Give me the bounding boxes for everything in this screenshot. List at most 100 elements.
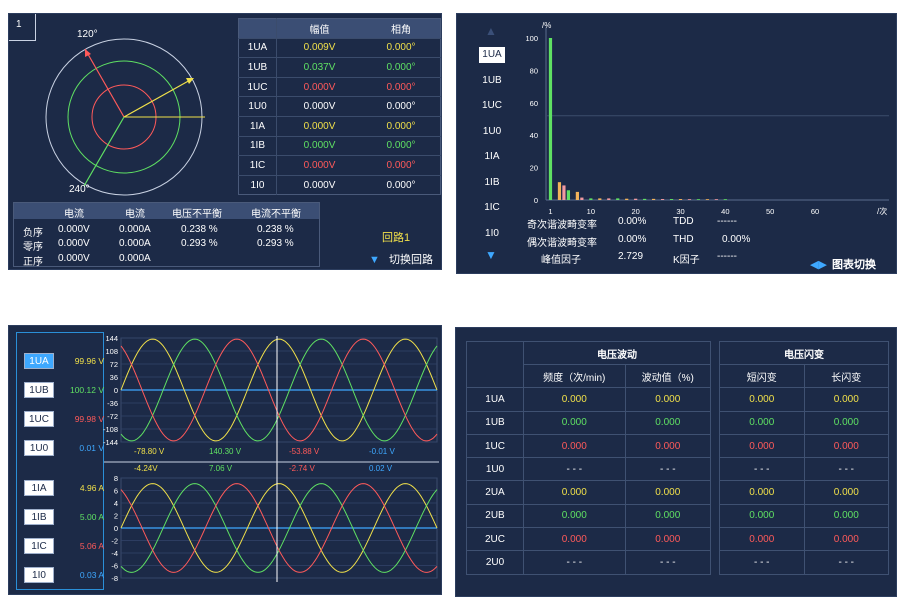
wave-channel-1ub[interactable]: 1UB [24,382,54,398]
channel-1uc[interactable]: 1UC [481,100,502,111]
flicker-table: 电压闪变 短闪变 长闪变 0.000 0.000 0.000 0.000 0.000 0.0… [719,341,889,575]
wave-channel-1u0[interactable]: 1U0 [24,440,54,456]
cell-value: 0.000 [624,410,712,435]
harmonic-bar [669,199,674,200]
cursor-value: 7.06 V [209,464,233,473]
triangle-down-icon[interactable]: ▼ [485,248,497,262]
phasor-panel: 1 120° 240° 幅值 相角 1UA 0.009V 0.000° 1UB 0.0… [8,13,442,270]
cell-value: - - - [624,457,712,482]
table-row: 0.000 0.000 [719,433,889,459]
cursor-value: -78.80 V [134,447,165,456]
triangle-left-icon: ◀ [810,259,819,271]
wave-channel-1ic[interactable]: 1IC [24,538,54,554]
table-row: 1U0 0.000V 0.000° [238,96,441,117]
y-tick-label: 72 [110,360,118,369]
channel-1u0[interactable]: 1U0 [482,126,502,137]
cell-value: 0.000 [719,503,805,529]
wave-channel-1uc[interactable]: 1UC [24,411,54,427]
table-row: 2UA 0.000 0.000 [466,480,712,505]
channel-1ub[interactable]: 1UB [482,75,502,86]
table-row: 2UB 0.000 0.000 [466,503,712,529]
table-row: 2U0- - -- - - [466,550,712,575]
table-row: 1UA 0.009V 0.000° [238,37,441,58]
switch-loop-button[interactable]: ▼ 切换回路 [369,251,433,267]
table-row: 0.000 0.000 [719,387,889,412]
wave-value: 99.96 V [74,356,104,366]
harmonic-bar-chart: /% /次 0 20 40 60 80 100 1 10 20 30 40 50 60 [525,21,889,216]
col-amplitude: 幅值 [276,18,363,39]
harmonic-bar [714,199,718,200]
thd-value: 0.00% [722,234,751,245]
table-row: 1IA 0.000V 0.000° [238,115,441,137]
y-tick-label: 4 [114,499,118,508]
harmonic-bar [696,199,701,200]
phasor-yellow [123,78,193,118]
y-tick-label: 36 [110,373,118,382]
row-name: 1UA [466,387,524,412]
cell-value: 0.000 [523,410,626,435]
cell-value: - - - [523,550,626,575]
harmonic-bar [548,38,553,200]
x-tick-label: 30 [676,207,684,216]
y-tick-label: -72 [107,412,118,421]
col-frequency: 频度（次/min) [523,363,626,389]
cell-value: 0.000 [719,410,805,435]
cell-value: 0.000 [803,387,889,412]
harmonic-bar [634,198,638,200]
y-tick-label: -144 [103,438,118,447]
table-row: 1U0- - -- - - [466,457,712,482]
cell-value: - - - [624,550,712,575]
y-tick-label: 0 [114,524,118,533]
x-tick-label: 50 [766,207,774,216]
unbalance-table [13,202,320,267]
y-tick-label: 60 [530,99,538,108]
channel-legend: 1UA 99.96 V 1UB 100.12 V 1UC 99.98 V 1U0… [16,332,104,590]
harmonic-bar [625,198,629,200]
ub-col-4: 电流不平衡 [251,209,301,220]
table-row: 1IB 0.000V 0.000° [238,135,441,156]
channel-1ic[interactable]: 1IC [484,202,500,213]
y-tick-label: -6 [111,562,118,571]
channel-1ua[interactable]: 1UA [479,47,505,63]
channel-1ia[interactable]: 1IA [484,151,500,162]
channel-1i0[interactable]: 1I0 [485,228,499,239]
fluctuation-table: 电压波动 频度（次/min) 波动值（%) 1UA 0.000 0.000 1UB 0.0… [466,340,712,575]
harmonic-panel: ▲ 1UA 1UB 1UC 1U0 1IA 1IB 1IC 1I0 ▼ /% /次… [456,13,897,274]
wave-value: 5.00 A [79,512,104,522]
chart-switch-button[interactable]: ◀▶ 图表切换 [810,256,876,272]
table-row: 0.000 0.000 [719,503,889,529]
y-tick-label: 144 [105,334,118,343]
cell-value: 0.000 [624,387,712,412]
cell-value: 0.000 [523,387,626,412]
y-tick-label: 0 [114,386,118,395]
ub-value: 0.293 % [257,238,294,249]
harmonic-bar [575,191,579,200]
wave-channel-1i0[interactable]: 1I0 [24,567,54,583]
table-row: 1UC 0.000 0.000 [466,433,712,459]
y-tick-label: -4 [111,549,118,558]
x-tick-label: 20 [631,207,639,216]
harmonic-bar [566,190,571,200]
panel-tag: 1 [9,14,36,41]
cell-value: 0.000 [523,503,626,529]
wave-channel-1ua[interactable]: 1UA [24,353,54,369]
cell-value: 0.000 [624,527,712,552]
fluctuation-title: 电压波动 [523,341,711,365]
harmonic-bar [723,199,727,200]
flicker-title: 电压闪变 [719,341,889,365]
harmonic-bar [678,199,683,200]
phasor-diagram [45,38,205,196]
channel-1ib[interactable]: 1IB [484,177,500,188]
cursor-value: -0.01 V [369,447,395,456]
cell-value: 0.000 [803,433,889,459]
switch-loop-label: 切换回路 [388,254,433,266]
even-label: 偶次谐波畸变率 [527,238,597,249]
wave-channel-1ia[interactable]: 1IA [24,480,54,496]
table-row: 1UA 0.000 0.000 [466,387,712,412]
odd-label: 奇次谐波畸变率 [527,220,597,231]
harmonic-bar [616,198,620,200]
wave-channel-1ib[interactable]: 1IB [24,509,54,525]
cell-value: 0.000 [719,527,805,552]
triangle-up-icon[interactable]: ▲ [485,24,497,38]
table-row: 0.000 0.000 [719,527,889,552]
